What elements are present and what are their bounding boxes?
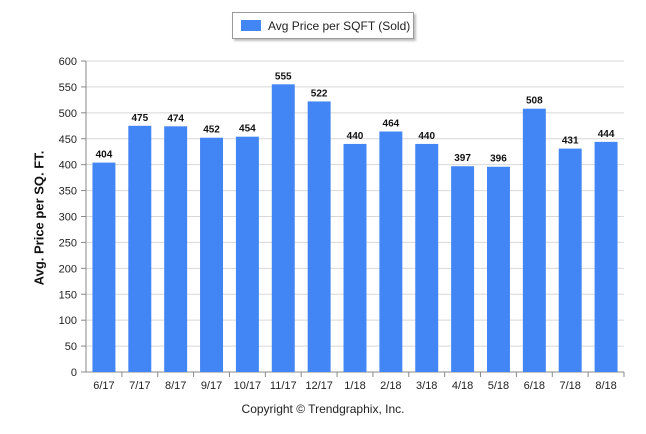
y-tick-label: 100 xyxy=(59,315,77,327)
x-tick-label: 6/18 xyxy=(524,380,545,392)
bar xyxy=(558,148,582,372)
data-label: 397 xyxy=(454,153,471,164)
x-tick-label: 7/18 xyxy=(559,380,580,392)
y-tick-label: 600 xyxy=(59,56,77,68)
y-tick-label: 50 xyxy=(65,341,77,353)
x-tick-label: 9/17 xyxy=(201,380,222,392)
chart-legend: Avg Price per SQFT (Sold) xyxy=(232,12,414,39)
data-label: 440 xyxy=(347,131,364,142)
bar xyxy=(415,143,439,372)
data-label: 474 xyxy=(167,113,184,124)
x-tick-label: 8/18 xyxy=(595,380,616,392)
bar xyxy=(164,126,188,372)
bar xyxy=(200,137,224,372)
bar xyxy=(271,84,295,372)
data-label: 522 xyxy=(311,88,328,99)
data-label: 444 xyxy=(598,129,615,140)
x-tick-label: 7/17 xyxy=(129,380,150,392)
legend-swatch xyxy=(241,20,261,31)
data-label: 555 xyxy=(275,71,292,82)
y-tick-label: 200 xyxy=(59,263,77,275)
data-label: 454 xyxy=(239,124,256,135)
y-tick-label: 250 xyxy=(59,237,77,249)
bar xyxy=(92,162,116,372)
data-label: 475 xyxy=(131,113,148,124)
x-tick-label: 11/17 xyxy=(270,380,297,392)
data-label: 464 xyxy=(383,118,400,129)
bar xyxy=(486,166,510,372)
bar xyxy=(594,141,618,372)
x-tick-label: 5/18 xyxy=(488,380,509,392)
y-tick-label: 550 xyxy=(59,82,77,94)
x-tick-label: 10/17 xyxy=(234,380,262,392)
x-tick-label: 6/17 xyxy=(93,380,114,392)
x-tick-label: 3/18 xyxy=(416,380,437,392)
x-tick-label: 2/18 xyxy=(380,380,401,392)
bar xyxy=(379,131,403,372)
bar xyxy=(451,166,475,372)
y-tick-label: 350 xyxy=(59,186,77,198)
bar xyxy=(522,108,546,372)
bar xyxy=(343,143,367,372)
bar xyxy=(128,125,152,373)
y-tick-label: 150 xyxy=(59,289,77,301)
data-label: 396 xyxy=(490,154,507,165)
x-tick-label: 8/17 xyxy=(165,380,186,392)
bar xyxy=(307,101,331,373)
y-tick-label: 400 xyxy=(59,160,77,172)
x-tick-label: 1/18 xyxy=(344,380,365,392)
y-tick-label: 500 xyxy=(59,108,77,120)
y-tick-label: 300 xyxy=(59,212,77,224)
data-label: 452 xyxy=(203,125,220,136)
data-label: 431 xyxy=(562,136,579,147)
data-label: 404 xyxy=(96,150,113,161)
copyright-text: Copyright © Trendgraphix, Inc. xyxy=(241,402,405,416)
x-tick-label: 4/18 xyxy=(452,380,473,392)
data-label: 440 xyxy=(418,131,435,142)
x-tick-label: 12/17 xyxy=(305,380,333,392)
legend-label: Avg Price per SQFT (Sold) xyxy=(268,18,411,33)
y-tick-label: 450 xyxy=(59,134,77,146)
data-label: 508 xyxy=(526,96,543,107)
y-tick-label: 0 xyxy=(71,367,77,379)
bar xyxy=(235,136,259,372)
